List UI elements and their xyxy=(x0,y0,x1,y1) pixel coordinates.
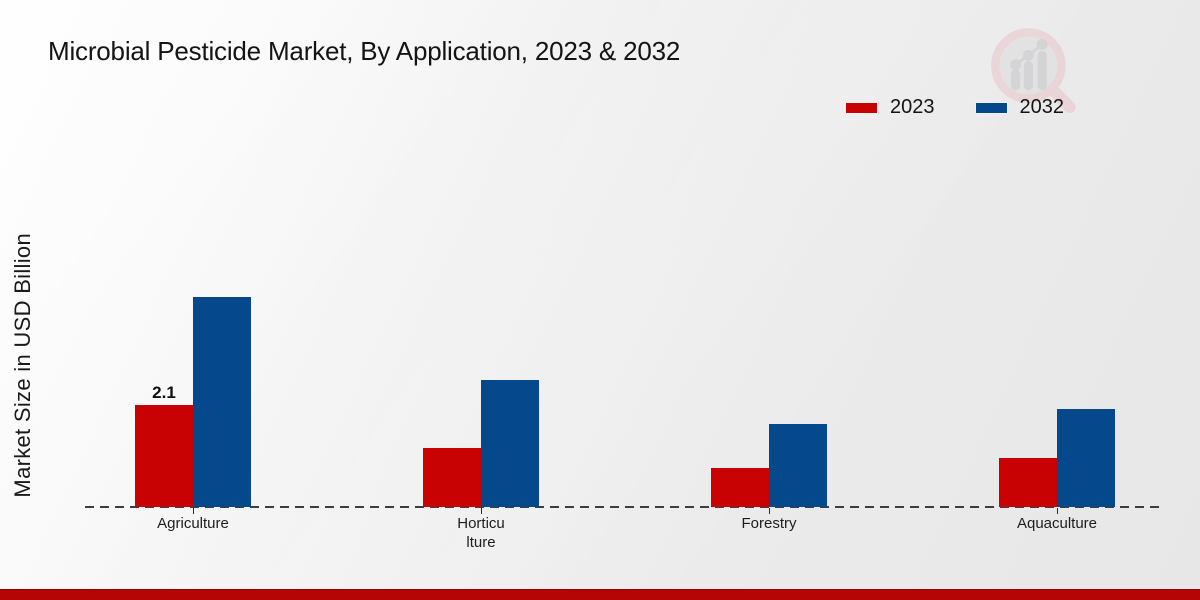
brand-watermark-logo xyxy=(986,26,1080,123)
category-label: Agriculture xyxy=(157,515,229,532)
bar-2023-1 xyxy=(423,448,481,507)
bar-2032-0 xyxy=(193,297,251,507)
legend: 2023 2032 xyxy=(845,96,1064,119)
category-label: Aquaculture xyxy=(1016,515,1098,532)
legend-swatch xyxy=(974,101,1008,114)
bar-2023-0 xyxy=(135,405,193,507)
legend-item-2023: 2023 xyxy=(845,96,935,119)
bar-2032-2 xyxy=(769,424,827,507)
x-tick xyxy=(481,508,482,514)
legend-label: 2023 xyxy=(890,96,935,118)
chart-title: Microbial Pesticide Market, By Applicati… xyxy=(48,36,681,66)
bar-2032-3 xyxy=(1057,409,1115,507)
y-axis-label-wrap: Market Size in USD Billion xyxy=(0,150,46,580)
x-tick xyxy=(1057,508,1058,514)
x-tick xyxy=(769,508,770,514)
bar-2023-2 xyxy=(711,468,769,507)
x-axis-dashed-line xyxy=(85,506,1165,508)
bar-value-label: 2.1 xyxy=(152,383,176,402)
bottom-accent-band xyxy=(0,589,1200,600)
x-tick xyxy=(193,508,194,514)
category-label: Horticu lture xyxy=(457,515,505,551)
bar-2032-1 xyxy=(481,380,539,507)
legend-item-2032: 2032 xyxy=(974,96,1065,119)
legend-swatch xyxy=(845,101,878,114)
magnifier-growth-chart-icon xyxy=(991,28,1076,113)
category-label: Forestry xyxy=(741,515,797,532)
y-axis-label: Market Size in USD Billion xyxy=(10,232,35,498)
legend-label: 2032 xyxy=(1019,96,1065,118)
bar-2023-3 xyxy=(999,458,1057,507)
